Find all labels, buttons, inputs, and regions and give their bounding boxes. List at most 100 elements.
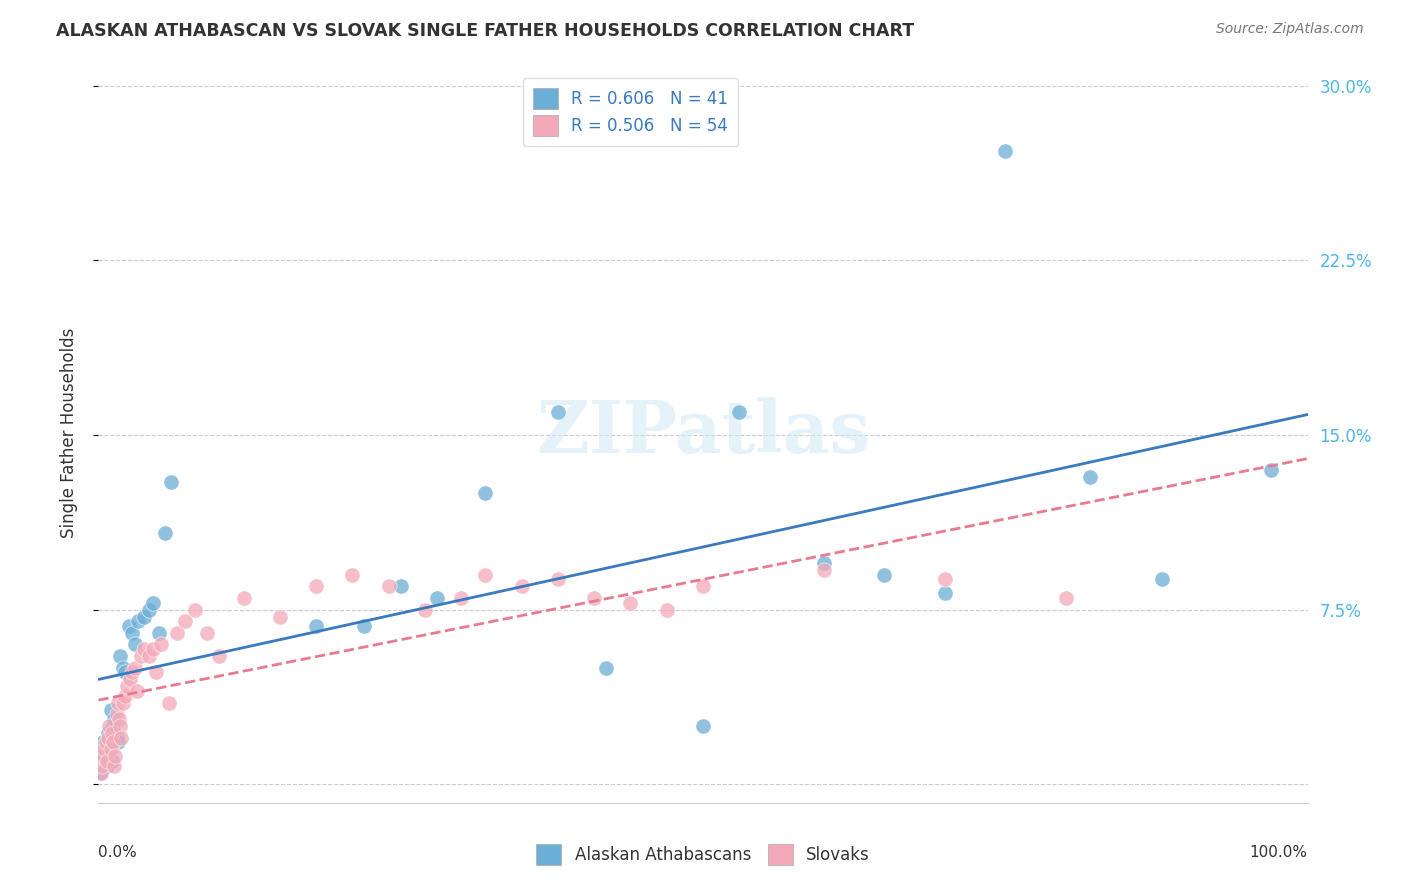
Point bbox=[118, 619, 141, 633]
Point bbox=[105, 731, 128, 745]
Point bbox=[474, 567, 496, 582]
Point bbox=[100, 742, 122, 756]
Point bbox=[160, 475, 183, 489]
Point bbox=[166, 625, 188, 640]
Point bbox=[547, 572, 569, 586]
Point bbox=[547, 405, 569, 419]
Point bbox=[145, 665, 167, 680]
Point bbox=[148, 625, 170, 640]
Point bbox=[107, 696, 129, 710]
Point bbox=[153, 525, 176, 540]
Point bbox=[108, 712, 131, 726]
Point bbox=[873, 567, 896, 582]
Point bbox=[93, 749, 115, 764]
Point bbox=[98, 742, 121, 756]
Point bbox=[121, 625, 143, 640]
Point bbox=[105, 707, 128, 722]
Point bbox=[127, 684, 149, 698]
Point bbox=[353, 619, 375, 633]
Point bbox=[195, 625, 218, 640]
Point bbox=[114, 665, 136, 680]
Point bbox=[96, 758, 118, 772]
Point bbox=[934, 572, 956, 586]
Point bbox=[184, 602, 207, 616]
Point bbox=[934, 586, 956, 600]
Point bbox=[134, 609, 156, 624]
Point bbox=[1078, 470, 1101, 484]
Point bbox=[90, 765, 112, 780]
Point bbox=[142, 596, 165, 610]
Point bbox=[813, 563, 835, 577]
Point bbox=[1054, 591, 1077, 605]
Point bbox=[134, 642, 156, 657]
Point bbox=[692, 579, 714, 593]
Point bbox=[111, 661, 134, 675]
Point bbox=[157, 696, 180, 710]
Text: ALASKAN ATHABASCAN VS SLOVAK SINGLE FATHER HOUSEHOLDS CORRELATION CHART: ALASKAN ATHABASCAN VS SLOVAK SINGLE FATH… bbox=[56, 22, 914, 40]
Text: Source: ZipAtlas.com: Source: ZipAtlas.com bbox=[1216, 22, 1364, 37]
Text: 0.0%: 0.0% bbox=[98, 845, 138, 860]
Point bbox=[101, 719, 124, 733]
Point bbox=[107, 735, 129, 749]
Point bbox=[94, 735, 117, 749]
Point bbox=[510, 579, 533, 593]
Point bbox=[100, 726, 122, 740]
Point bbox=[124, 638, 146, 652]
Point bbox=[91, 749, 114, 764]
Point bbox=[124, 661, 146, 675]
Point bbox=[174, 614, 197, 628]
Point bbox=[450, 591, 472, 605]
Point bbox=[269, 609, 291, 624]
Text: 100.0%: 100.0% bbox=[1250, 845, 1308, 860]
Point bbox=[1260, 463, 1282, 477]
Point bbox=[103, 712, 125, 726]
Point bbox=[103, 758, 125, 772]
Point bbox=[655, 602, 678, 616]
Point bbox=[114, 689, 136, 703]
Point bbox=[389, 579, 412, 593]
Point bbox=[91, 758, 114, 772]
Point bbox=[305, 579, 328, 593]
Point bbox=[1152, 572, 1174, 586]
Legend: R = 0.606   N = 41, R = 0.506   N = 54: R = 0.606 N = 41, R = 0.506 N = 54 bbox=[523, 78, 738, 145]
Point bbox=[110, 731, 132, 745]
Point bbox=[474, 486, 496, 500]
Point bbox=[90, 765, 112, 780]
Point bbox=[728, 405, 751, 419]
Point bbox=[232, 591, 254, 605]
Y-axis label: Single Father Households: Single Father Households bbox=[59, 327, 77, 538]
Point bbox=[813, 556, 835, 570]
Point bbox=[138, 649, 160, 664]
Point bbox=[142, 642, 165, 657]
Point bbox=[129, 649, 152, 664]
Point bbox=[138, 602, 160, 616]
Point bbox=[994, 144, 1017, 158]
Point bbox=[426, 591, 449, 605]
Point bbox=[150, 638, 173, 652]
Point bbox=[101, 735, 124, 749]
Point bbox=[595, 661, 617, 675]
Point bbox=[619, 596, 641, 610]
Point bbox=[127, 614, 149, 628]
Point bbox=[121, 665, 143, 680]
Point bbox=[305, 619, 328, 633]
Point bbox=[100, 754, 122, 768]
Point bbox=[97, 731, 120, 745]
Point bbox=[98, 719, 121, 733]
Point bbox=[93, 742, 115, 756]
Point bbox=[108, 719, 131, 733]
Point bbox=[108, 649, 131, 664]
Point bbox=[692, 719, 714, 733]
Point bbox=[97, 726, 120, 740]
Point bbox=[377, 579, 399, 593]
Point bbox=[111, 696, 134, 710]
Point bbox=[104, 749, 127, 764]
Point bbox=[117, 679, 139, 693]
Point bbox=[100, 703, 122, 717]
Point bbox=[342, 567, 364, 582]
Legend: Alaskan Athabascans, Slovaks: Alaskan Athabascans, Slovaks bbox=[526, 834, 880, 875]
Point bbox=[583, 591, 606, 605]
Point bbox=[208, 649, 231, 664]
Point bbox=[91, 735, 114, 749]
Text: ZIPatlas: ZIPatlas bbox=[536, 397, 870, 468]
